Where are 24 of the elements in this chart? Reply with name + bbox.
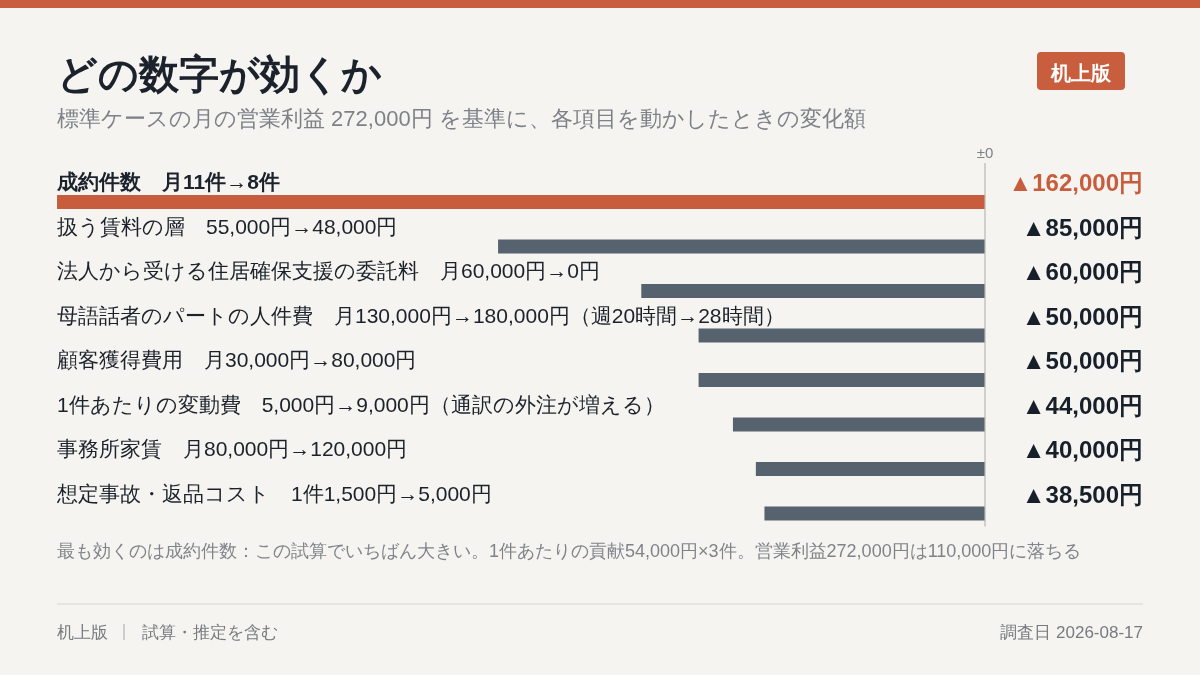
y-tick-label: 母語話者のパートの人件費 月130,000円→180,000円（週20時間→28時間） — [57, 303, 785, 327]
text: 試算・推定を含む — [142, 623, 278, 642]
text: 机上版 — [57, 623, 108, 642]
data-label: ▲44,000円 — [1021, 391, 1143, 419]
data-label: ▲38,500円 — [1021, 480, 1143, 508]
chart-title: どの数字が効くか — [57, 52, 382, 96]
text: 最も効くのは成約件数：この試算でいちばん大きい。1件あたりの貢献54,000円×3件。営業利益272,000円は110,000円に落ちる — [57, 541, 1082, 561]
y-tick-label: 法人から受ける住居確保支援の委託料 月60,000円→0円 — [57, 259, 600, 282]
y-tick-label: 扱う賃料の層 55,000円→48,000円 — [57, 214, 398, 238]
y-tick-label: 事務所家賃 月80,000円→120,000円 — [57, 437, 408, 460]
badge: 机上版 — [1037, 52, 1125, 90]
text: ±0 — [976, 144, 994, 161]
y-tick-label: 成約件数 月11件→8件 — [56, 170, 280, 193]
y-tick-label: 1件あたりの変動費 5,000円→9,000円（通訳の外注が増える） — [57, 392, 665, 416]
y-tick-label: 顧客獲得費用 月30,000円→80,000円 — [57, 348, 417, 371]
data-label: ▲40,000円 — [1021, 436, 1143, 463]
data-label: ▲50,000円 — [1021, 347, 1143, 374]
data-label: ▲162,000円 — [1008, 169, 1143, 196]
data-label: ▲50,000円 — [1021, 302, 1143, 330]
text: 調査日 2026-08-17 — [1000, 623, 1143, 642]
data-label: ▲60,000円 — [1021, 258, 1143, 285]
y-tick-label: 想定事故・返品コスト 1件1,500円→5,000円 — [56, 481, 492, 505]
data-label: ▲85,000円 — [1021, 213, 1143, 241]
chart-subtitle: 標準ケースの月の営業利益 272,000円 を基準に、各項目を動かしたときの変化額 — [57, 106, 866, 131]
